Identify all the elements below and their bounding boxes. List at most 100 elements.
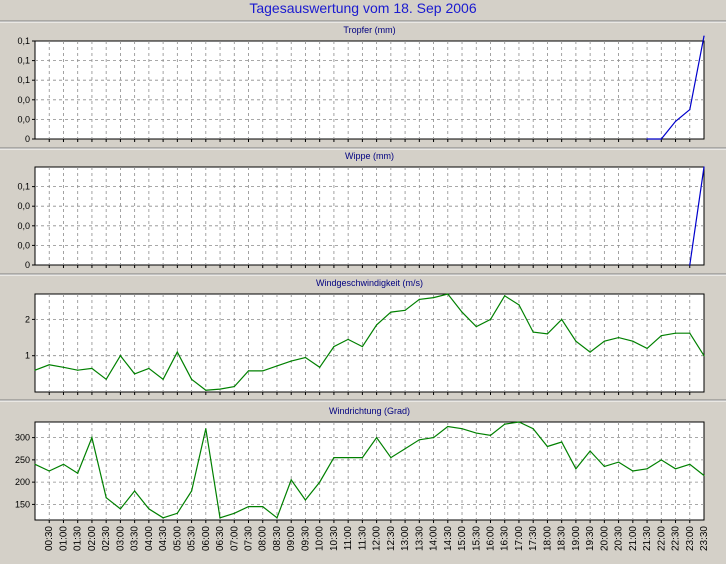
x-tick-label: 07:00 (229, 526, 240, 551)
data-point (646, 468, 648, 470)
data-point (34, 369, 36, 371)
data-point (475, 326, 477, 328)
y-tick-label: 150 (15, 499, 30, 509)
y-tick-label: 0,1 (17, 36, 30, 46)
data-point (461, 428, 463, 430)
chart-panel-1: Tropfer (mm) 0 0,0 0,0 0,1 0,1 0,1 (0, 20, 726, 144)
data-point (262, 506, 264, 508)
data-point (575, 468, 577, 470)
x-tick-label: 16:00 (485, 526, 496, 551)
data-point (319, 366, 321, 368)
x-tick-label: 12:00 (372, 526, 383, 551)
x-tick-label: 02:30 (101, 526, 112, 551)
data-point (376, 324, 378, 326)
data-point (319, 481, 321, 483)
data-point (162, 517, 164, 519)
data-point (148, 367, 150, 369)
data-point (333, 346, 335, 348)
x-tick-label: 01:00 (58, 526, 69, 551)
data-point (404, 309, 406, 311)
panel-title: Wippe (mm) (345, 151, 394, 161)
data-point (119, 355, 121, 357)
data-point (461, 311, 463, 313)
data-point (191, 490, 193, 492)
chart-panel-2: Wippe (mm) 0 0,0 0,0 0,0 0,1 (0, 147, 726, 270)
data-point (518, 304, 520, 306)
data-point (546, 333, 549, 335)
data-point (148, 508, 150, 510)
data-point (62, 366, 65, 368)
data-point (703, 166, 705, 168)
data-point (247, 506, 250, 508)
data-point (205, 428, 207, 430)
data-point (276, 517, 278, 519)
y-tick-label: 0,1 (17, 56, 30, 66)
x-tick-label: 02:00 (87, 526, 98, 551)
data-point (134, 490, 136, 492)
data-point (561, 318, 563, 320)
x-tick-label: 03:00 (115, 526, 126, 551)
data-point (91, 367, 93, 369)
x-tick-label: 23:30 (699, 526, 710, 551)
data-point (603, 340, 606, 342)
data-point (290, 360, 292, 362)
y-tick-label: 0,0 (17, 240, 30, 250)
data-point (546, 445, 549, 448)
data-point (703, 355, 705, 357)
data-point (433, 437, 435, 439)
data-point (575, 340, 577, 342)
data-point (347, 457, 349, 459)
y-tick-label: 1 (25, 351, 30, 361)
data-point (504, 295, 506, 297)
data-point (618, 337, 620, 339)
plot-area (34, 293, 705, 393)
data-point (703, 35, 705, 37)
data-point (247, 370, 250, 372)
plot-area (34, 166, 705, 266)
data-point (561, 441, 563, 443)
x-tick-label: 04:00 (144, 526, 155, 551)
x-tick-label: 09:00 (286, 526, 297, 551)
x-tick-label: 22:30 (671, 526, 682, 551)
x-tick-label: 07:30 (244, 526, 255, 551)
x-tick-label: 05:00 (172, 526, 183, 551)
data-point (660, 138, 662, 140)
data-point (176, 351, 178, 353)
x-tick-label: 14:00 (429, 526, 440, 551)
x-tick-label: 12:30 (386, 526, 397, 551)
data-point (589, 450, 591, 452)
page-title: Tagesauswertung vom 18. Sep 2006 (249, 0, 477, 16)
data-point (361, 457, 363, 459)
data-point (674, 120, 677, 122)
x-tick-label: 21:00 (628, 526, 639, 551)
data-point (91, 437, 93, 439)
panel-title: Windgeschwindigkeit (m/s) (316, 278, 423, 288)
chart-panel-3: Windgeschwindigkeit (m/s) 1 2 (0, 273, 726, 395)
x-tick-label: 13:30 (414, 526, 425, 551)
data-point (518, 421, 520, 423)
x-tick-label: 16:30 (500, 526, 511, 551)
data-point (34, 463, 36, 465)
data-point (603, 465, 606, 468)
x-tick-label: 11:00 (343, 526, 354, 551)
data-point (276, 365, 278, 367)
y-tick-label: 300 (15, 433, 30, 443)
data-point (689, 264, 691, 266)
plot-area (34, 421, 705, 521)
data-point (390, 457, 392, 459)
x-tick-label: 08:00 (258, 526, 269, 551)
x-tick-label: 09:30 (300, 526, 311, 551)
y-tick-label: 0,0 (17, 114, 30, 124)
data-point (632, 340, 634, 342)
data-point (447, 425, 449, 428)
data-point (433, 297, 435, 299)
x-tick-label: 20:00 (599, 526, 610, 551)
x-tick-label: 15:00 (457, 526, 468, 551)
data-point (689, 332, 691, 334)
data-point (475, 432, 477, 434)
x-tick-label: 18:30 (557, 526, 568, 551)
x-axis: 00:30 01:00 01:30 02:00 02:30 03:00 03:30 04:00… (44, 526, 710, 551)
x-tick-label: 17:30 (528, 526, 539, 551)
y-tick-label: 200 (15, 477, 30, 487)
